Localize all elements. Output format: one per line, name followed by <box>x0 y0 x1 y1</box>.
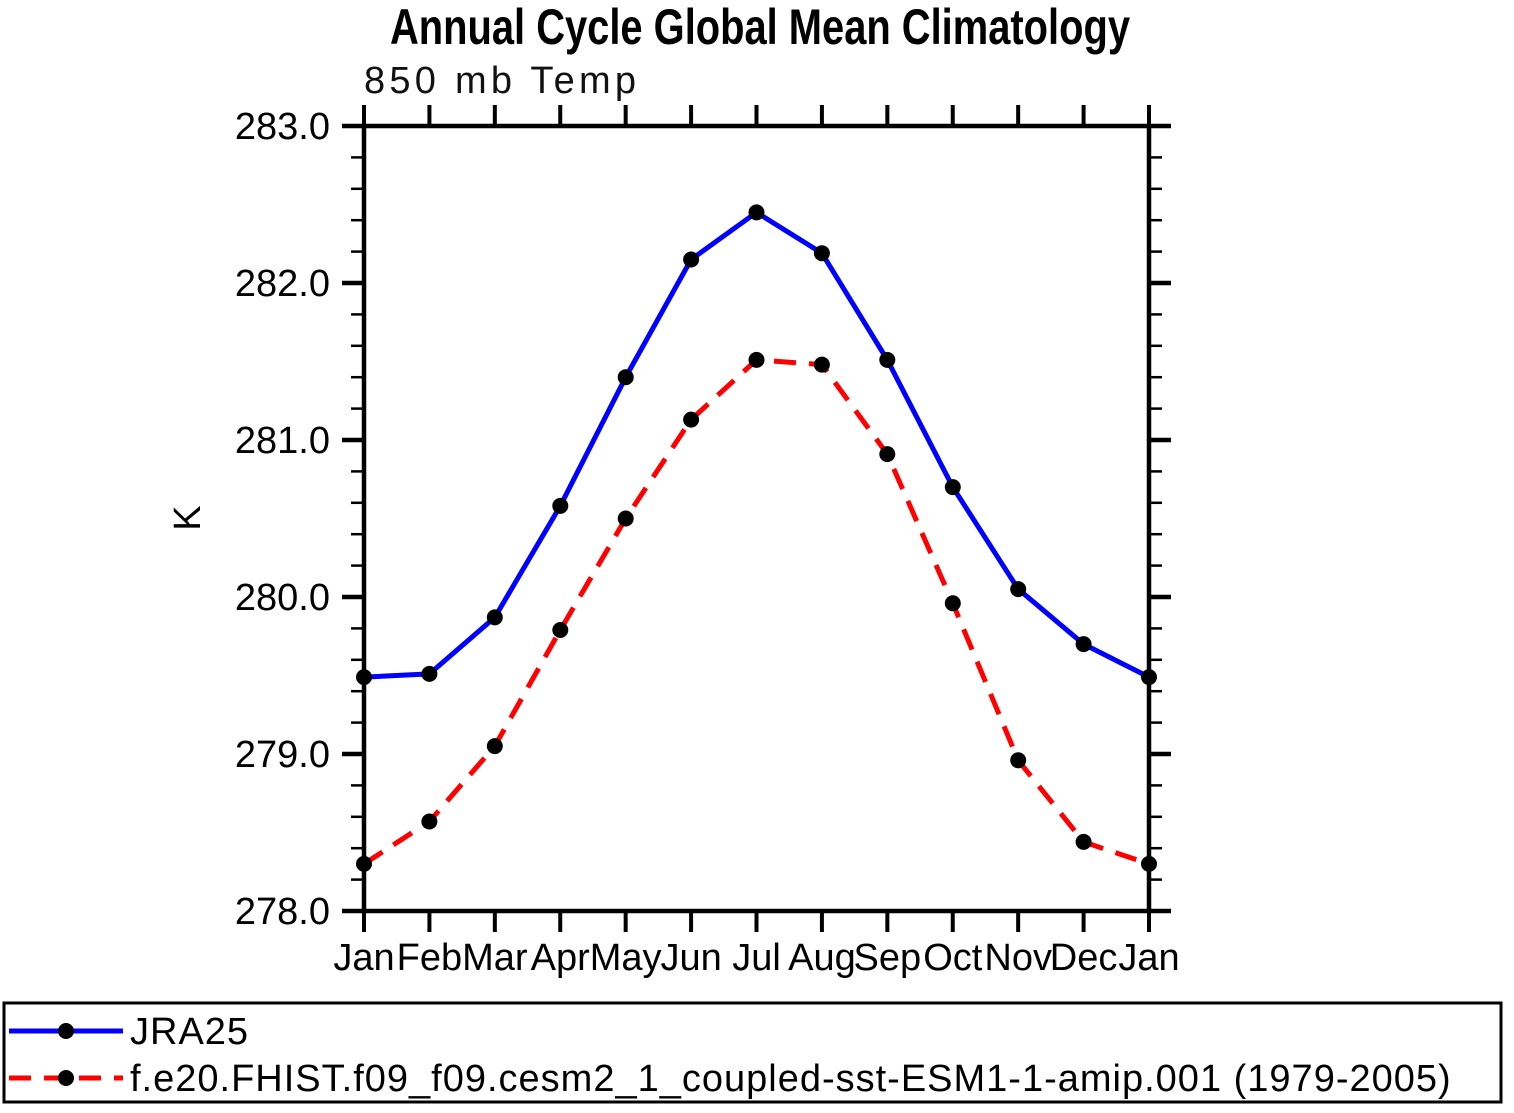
legend-box <box>2 1001 1503 1104</box>
chart-title: Annual Cycle Global Mean Climatology <box>390 0 1130 55</box>
y-tick-label: 279.0 <box>235 734 330 776</box>
x-tick-label: Jul <box>732 937 781 979</box>
x-tick-label: Dec <box>1050 937 1118 979</box>
data-point-series-1 <box>879 446 896 463</box>
x-tick-label: Oct <box>923 937 983 979</box>
series-line-1 <box>362 357 1150 867</box>
x-tick-label: Mar <box>462 937 528 979</box>
data-point-series-1 <box>1010 752 1027 769</box>
data-point-series-1 <box>944 595 961 612</box>
legend-marker-jra25 <box>58 1023 74 1039</box>
data-point-series-0 <box>486 609 503 626</box>
data-point-series-0 <box>356 669 372 686</box>
y-tick-label: 280.0 <box>235 577 330 619</box>
data-point-series-1 <box>421 813 438 830</box>
data-point-series-0 <box>879 351 896 368</box>
legend: JRA25 f.e20.FHIST.f09_f09.cesm2_1_couple… <box>2 1001 1503 1104</box>
y-tick-label: 283.0 <box>235 106 330 148</box>
data-point-series-1 <box>486 738 503 755</box>
data-point-series-1 <box>617 510 634 527</box>
data-point-series-1 <box>813 356 830 373</box>
series-layer <box>356 204 1157 872</box>
x-tick-label: Apr <box>531 937 590 979</box>
x-tick-label: Jun <box>660 937 721 979</box>
data-point-series-1 <box>748 351 765 368</box>
plot-frame <box>361 123 1152 914</box>
data-point-series-1 <box>356 855 372 872</box>
data-point-series-0 <box>1075 636 1092 653</box>
data-point-series-0 <box>421 665 438 682</box>
chart-subtitle: 850 mb Temp <box>364 60 636 102</box>
y-tick-label: 281.0 <box>235 420 330 462</box>
data-point-series-0 <box>1141 669 1157 686</box>
data-point-series-0 <box>944 479 961 496</box>
legend-label-model: f.e20.FHIST.f09_f09.cesm2_1_coupled-sst-… <box>130 1058 1452 1100</box>
y-tick-label: 278.0 <box>235 891 330 933</box>
data-point-series-0 <box>813 245 830 262</box>
data-point-series-0 <box>617 369 634 386</box>
x-tick-label: May <box>590 937 662 979</box>
data-point-series-1 <box>552 622 569 638</box>
y-axis-label: K <box>167 505 209 530</box>
data-point-series-1 <box>683 411 700 428</box>
x-tick-label: Aug <box>788 937 856 979</box>
legend-label-jra25: JRA25 <box>130 1011 249 1053</box>
data-point-series-1 <box>1141 855 1157 872</box>
data-point-series-0 <box>552 497 569 514</box>
x-tick-label: Feb <box>397 937 462 979</box>
data-point-series-0 <box>1010 581 1027 598</box>
x-tick-label: Sep <box>854 937 922 979</box>
legend-marker-model <box>58 1070 74 1086</box>
x-tick-label: Jan <box>333 937 394 979</box>
data-point-series-1 <box>1075 833 1092 850</box>
x-tick-label: Nov <box>984 937 1052 979</box>
y-tick-label: 282.0 <box>235 263 330 305</box>
data-point-series-0 <box>683 251 700 268</box>
x-tick-label: Jan <box>1118 937 1179 979</box>
data-point-series-0 <box>748 204 765 221</box>
series-line-0 <box>363 209 1151 680</box>
